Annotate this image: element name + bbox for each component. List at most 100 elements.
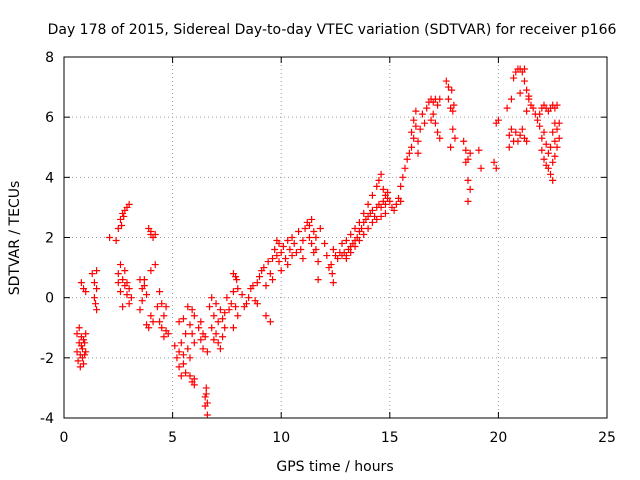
data-point (358, 224, 366, 232)
data-point (201, 333, 209, 341)
y-tick-label: 2 (45, 231, 54, 247)
data-point (286, 246, 294, 254)
data-point (308, 240, 316, 248)
data-point (125, 200, 133, 208)
data-point (249, 282, 257, 290)
data-point (544, 164, 552, 172)
data-point (76, 363, 84, 371)
data-point (162, 303, 170, 311)
data-point (125, 300, 133, 308)
data-point (190, 375, 198, 383)
data-point (88, 270, 96, 278)
data-point (308, 215, 316, 223)
data-point (555, 119, 563, 127)
data-point (188, 306, 196, 314)
data-point (368, 206, 376, 214)
data-point (542, 140, 550, 148)
data-point (529, 104, 537, 112)
data-point (225, 306, 233, 314)
data-point (190, 381, 198, 389)
data-point (116, 261, 124, 269)
data-point (301, 224, 309, 232)
data-point (269, 276, 277, 284)
data-point (450, 101, 458, 109)
data-point (505, 143, 513, 151)
data-point (182, 369, 190, 377)
data-point (80, 360, 88, 368)
data-point (292, 249, 300, 257)
data-point (179, 351, 187, 359)
data-point (212, 330, 220, 338)
data-point (275, 258, 283, 266)
data-point (114, 279, 122, 287)
data-point (377, 170, 385, 178)
y-tick-label: 6 (45, 110, 54, 126)
data-point (160, 333, 168, 341)
data-point (451, 134, 459, 142)
data-point (190, 339, 198, 347)
data-point (549, 158, 557, 166)
data-point (347, 230, 355, 238)
y-tick-label: 8 (45, 50, 54, 66)
data-point (234, 285, 242, 293)
data-point (199, 345, 207, 353)
data-point (184, 345, 192, 353)
data-point (368, 218, 376, 226)
data-point (140, 282, 148, 290)
data-point (444, 95, 452, 103)
data-point (177, 339, 185, 347)
data-point (214, 318, 222, 326)
data-point (219, 333, 227, 341)
data-point (175, 363, 183, 371)
data-point (305, 234, 313, 241)
data-point (551, 152, 559, 160)
data-point (262, 282, 270, 290)
data-point (158, 324, 166, 332)
data-point (229, 288, 237, 296)
data-point (91, 300, 99, 308)
data-point (188, 330, 196, 338)
data-point (284, 237, 292, 245)
data-point (119, 276, 127, 284)
data-point (381, 200, 389, 208)
data-point (93, 285, 101, 293)
data-point (93, 267, 101, 275)
data-point (551, 137, 559, 145)
data-point (555, 134, 563, 142)
data-point (203, 399, 211, 407)
data-point (299, 255, 307, 263)
data-point (523, 107, 531, 115)
data-point (90, 294, 98, 302)
data-point (464, 176, 472, 184)
data-point (156, 318, 164, 326)
data-point (423, 104, 431, 112)
data-point (377, 203, 385, 211)
data-point (121, 267, 129, 275)
data-point (106, 234, 114, 241)
data-point (355, 218, 363, 226)
data-point (494, 116, 502, 124)
data-point (510, 74, 518, 82)
data-point (149, 318, 157, 326)
data-point (171, 342, 179, 350)
data-point (190, 312, 198, 320)
data-point (434, 128, 442, 136)
data-point (312, 234, 320, 241)
data-point (253, 300, 261, 308)
data-point (373, 182, 381, 190)
data-point (536, 110, 544, 118)
data-point (507, 125, 515, 133)
data-point (116, 215, 124, 223)
data-point (210, 312, 218, 320)
data-point (364, 224, 372, 232)
data-point (421, 119, 429, 127)
data-point (410, 116, 418, 124)
data-point (540, 155, 548, 163)
data-point (434, 101, 442, 109)
data-point (279, 243, 287, 251)
data-point (82, 330, 90, 338)
data-point (208, 324, 216, 332)
data-point (136, 306, 144, 314)
data-point (290, 240, 298, 248)
